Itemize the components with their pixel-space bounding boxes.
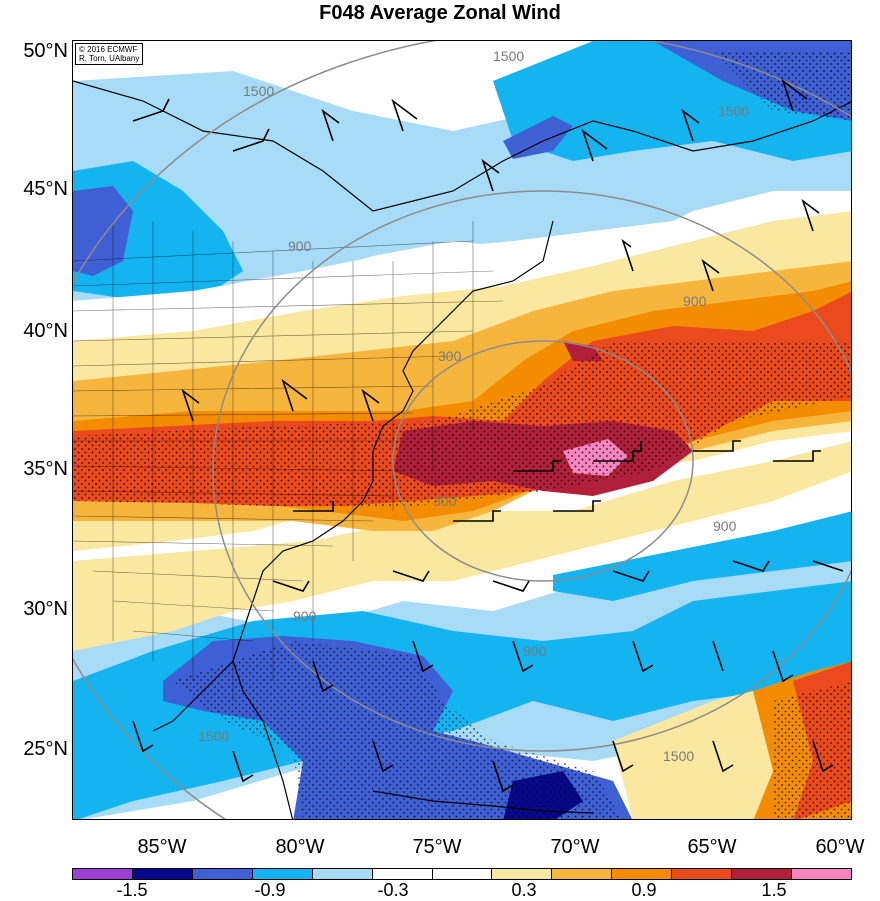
credit-line-author: R. Torn, UAlbany: [79, 54, 140, 63]
colorbar-swatch: [552, 869, 613, 879]
lon-label-75w: 75°W: [412, 836, 462, 858]
credit-line-ecmwf: © 2016 ECMWF: [79, 45, 138, 54]
colorbar-swatch: [73, 869, 133, 879]
lat-label-35n: 35°N: [23, 458, 68, 480]
colorbar-swatch: [252, 869, 313, 879]
contour-label: 900: [523, 643, 547, 659]
zonal-wind-yellow-south: [73, 441, 851, 651]
significance-stipple-se: [773, 681, 851, 819]
contour-label: 1500: [493, 48, 524, 64]
colorbar-label: -0.9: [254, 880, 286, 900]
colorbar-label: 0.3: [511, 880, 537, 900]
lon-label-70w: 70°W: [550, 836, 600, 858]
colorbar-swatch: [192, 869, 253, 879]
contour-label: 900: [683, 293, 707, 309]
colorbar-swatch: [312, 869, 373, 879]
lon-label-65w: 65°W: [687, 836, 737, 858]
contour-label: 1500: [243, 83, 274, 99]
lat-label-25n: 25°N: [23, 738, 68, 760]
colorbar-label: -0.3: [377, 880, 409, 900]
lon-label-80w: 80°W: [275, 836, 325, 858]
colorbar-swatch: [792, 869, 851, 879]
colorbar-swatch: [492, 869, 553, 879]
significance-stipple-florida: [173, 641, 622, 819]
colorbar-swatch: [672, 869, 733, 879]
contour-label: 1500: [663, 748, 694, 764]
colorbar-swatch: [372, 869, 433, 879]
lat-label-45n: 45°N: [23, 178, 68, 200]
contour-label: 900: [288, 238, 312, 254]
colorbar-label: 0.9: [631, 880, 657, 900]
colorbar-swatch: [132, 869, 193, 879]
height-contours: [73, 41, 851, 819]
map-panel[interactable]: 1500 1500 1500 1500 1500 900 900 900 900…: [72, 40, 852, 820]
contour-label: 900: [713, 518, 737, 534]
credit-box: © 2016 ECMWF R. Torn, UAlbany: [75, 43, 144, 65]
zonal-wind-white-band-north: [73, 191, 851, 351]
zonal-wind-dark-blue-michigan: [73, 186, 133, 276]
zonal-wind-dark-blue-maine: [503, 116, 573, 159]
map-title: F048 Average Zonal Wind: [319, 2, 561, 24]
colorbar-label: 1.5: [761, 880, 787, 900]
contour-label: 1500: [198, 728, 229, 744]
lat-label-50n: 50°N: [23, 40, 68, 62]
colorbar-swatch: [732, 869, 793, 879]
colorbar-swatch: [432, 869, 493, 879]
contour-label: 1500: [718, 103, 749, 119]
contour-label: 300: [438, 348, 462, 364]
colorbar-swatch: [612, 869, 673, 879]
contour-label: 900: [293, 608, 317, 624]
map-canvas: 1500 1500 1500 1500 1500 900 900 900 900…: [73, 41, 851, 819]
colorbar-label: -1.5: [116, 880, 148, 900]
contour-label: 300: [433, 493, 457, 509]
lat-label-30n: 30°N: [23, 598, 68, 620]
colorbar: [72, 868, 852, 880]
lon-label-60w: 60°W: [815, 836, 865, 858]
wind-barbs: [132, 78, 844, 793]
lat-label-40n: 40°N: [23, 320, 68, 342]
significance-stipple-ne: [713, 51, 851, 121]
county-borders: [73, 221, 504, 701]
lon-label-85w: 85°W: [137, 836, 187, 858]
coastlines: [73, 80, 851, 819]
